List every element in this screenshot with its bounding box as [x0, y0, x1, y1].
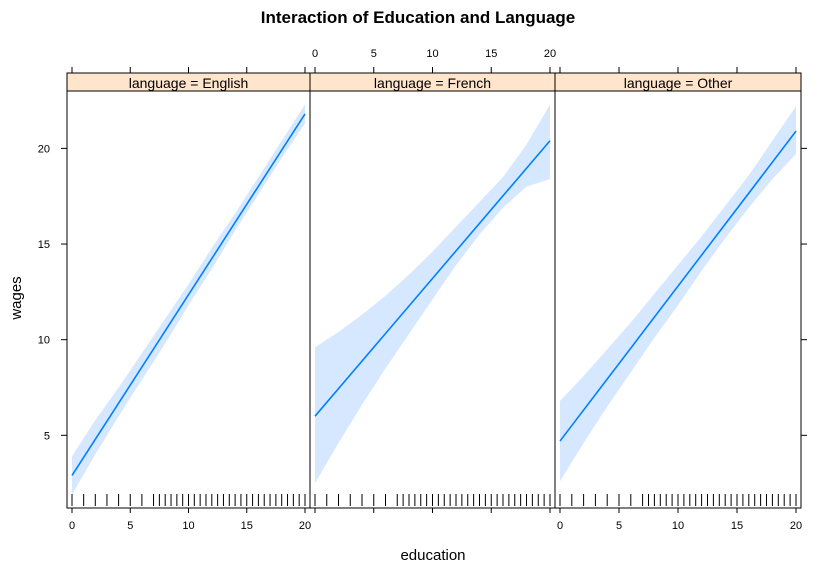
- x-axis-title: education: [400, 547, 465, 564]
- fit-line-2: [314, 140, 551, 417]
- strip-label-1: language = English: [129, 75, 249, 91]
- strip-label-3: language = Other: [624, 75, 733, 91]
- x-tick-label-top: 20: [544, 48, 556, 60]
- confidence-band-1: [72, 104, 305, 495]
- y-axis-title: wages: [8, 276, 25, 320]
- y-tick-label: 15: [38, 239, 50, 251]
- y-tick-label: 5: [44, 430, 50, 442]
- x-tick-label-top: 15: [485, 48, 497, 60]
- x-tick-label-bottom: 20: [790, 520, 802, 532]
- confidence-band-3: [560, 106, 796, 482]
- confidence-band-2: [315, 104, 550, 484]
- fit-line-3: [559, 130, 797, 442]
- y-tick-label: 20: [38, 143, 50, 155]
- x-tick-label-bottom: 15: [241, 520, 253, 532]
- x-tick-label-top: 0: [312, 48, 318, 60]
- y-tick-label: 10: [38, 335, 50, 347]
- x-tick-label-top: 10: [426, 48, 438, 60]
- x-tick-label-top: 5: [371, 48, 377, 60]
- chart-title: Interaction of Education and Language: [261, 8, 576, 27]
- x-tick-label-bottom: 5: [616, 520, 622, 532]
- strip-label-2: language = French: [374, 75, 491, 91]
- panels-group: language = English 0 5 10 15 20 language = Fre…: [38, 48, 807, 532]
- x-tick-label-bottom: 15: [731, 520, 743, 532]
- x-tick-label-bottom: 0: [69, 520, 75, 532]
- x-tick-label-bottom: 20: [299, 520, 311, 532]
- fit-line-1: [71, 113, 306, 476]
- x-tick-label-bottom: 5: [127, 520, 133, 532]
- x-tick-label-bottom: 10: [672, 520, 684, 532]
- x-tick-label-bottom: 10: [182, 520, 194, 532]
- x-tick-label-bottom: 0: [557, 520, 563, 532]
